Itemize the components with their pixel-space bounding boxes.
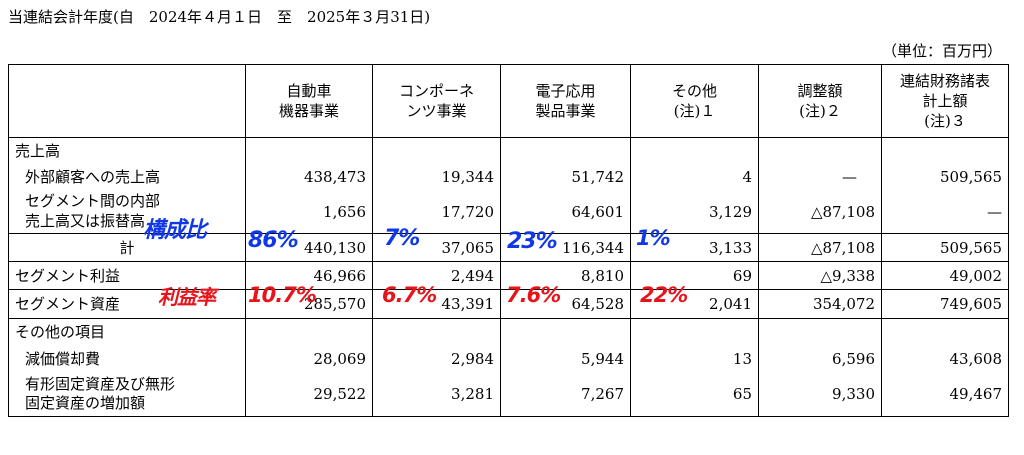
cell-value: △87,108 — [758, 189, 882, 234]
table-row: セグメント間の内部 売上高又は振替高 1,656 17,720 64,601 3… — [8, 189, 1009, 234]
cell-value: 17,720 — [372, 189, 501, 234]
other-header-label: その他の項目 — [8, 318, 246, 345]
row-label: 計 — [8, 233, 246, 262]
table-row: 外部顧客への売上高 438,473 19,344 51,742 4 — 509,… — [8, 163, 1009, 190]
cell-value: 9,330 — [758, 372, 882, 417]
header-other: その他 (注)１ — [630, 64, 759, 138]
cell-value: 65 — [630, 372, 759, 417]
handwritten-margin-electronics: 7.6% — [506, 283, 561, 307]
handwritten-composition-components: 7% — [384, 226, 420, 251]
header-adjustment: 調整額 (注)２ — [758, 64, 882, 138]
other-header-row: その他の項目 — [8, 318, 1009, 345]
header-line: 調整額 — [797, 82, 843, 100]
cell-value: 1,656 — [245, 189, 373, 234]
cell-value: 37,065 — [372, 233, 501, 262]
cell-value: 7,267 — [500, 372, 631, 417]
row-label-line1: 有形固定資産及び無形 — [25, 375, 176, 394]
header-row: 自動車機器事業 コンポーネンツ事業 電子応用製品事業 その他 (注)１ 調整額 (注… — [8, 64, 1009, 138]
cell-value: 440,130 — [245, 233, 373, 262]
row-label: セグメント間の内部 売上高又は振替高 — [8, 189, 246, 234]
cell-value: 43,391 — [372, 289, 501, 319]
header-line: ンツ事業 — [406, 102, 467, 120]
period-title: 当連結会計年度(自 2024年４月１日 至 2025年３月31日) — [8, 8, 431, 26]
cell-value: 28,069 — [245, 344, 373, 373]
row-label: 減価償却費 — [8, 344, 246, 373]
cell-value: 46,966 — [245, 261, 373, 290]
handwritten-composition-other: 1% — [636, 226, 671, 250]
cell-value: 438,473 — [245, 163, 373, 190]
cell-value: △9,338 — [758, 261, 882, 290]
cell-value: 13 — [630, 344, 759, 373]
header-line: 連結財務諸表 — [899, 72, 990, 90]
row-label-line1: セグメント間の内部 — [25, 192, 161, 211]
cell-value: 43,608 — [881, 344, 1009, 373]
header-line: コンポーネ — [398, 82, 474, 100]
cell-value: 354,072 — [758, 289, 882, 319]
cell-value: 5,944 — [500, 344, 631, 373]
cell-value: 29,522 — [245, 372, 373, 417]
segment-table: 自動車機器事業 コンポーネンツ事業 電子応用製品事業 その他 (注)１ 調整額 (注… — [8, 64, 1009, 417]
header-line: その他 — [671, 82, 717, 100]
row-label-line2: 売上高又は振替高 — [25, 212, 146, 231]
cell-value: 2,494 — [372, 261, 501, 290]
header-consolidated: 連結財務諸表 計上額 (注)３ — [881, 64, 1009, 138]
sales-header-row: 売上高 — [8, 137, 1009, 164]
cell-value: — — [758, 163, 882, 190]
cell-value: 3,281 — [372, 372, 501, 417]
handwritten-margin-other: 22% — [640, 283, 688, 307]
handwritten-composition-electronics: 23% — [507, 229, 558, 254]
table-row: 有形固定資産及び無形 固定資産の増加額 29,522 3,281 7,267 6… — [8, 372, 1009, 417]
profit-row: セグメント利益 46,966 2,494 8,810 69 △9,338 49,… — [8, 261, 1009, 290]
header-line: 機器事業 — [278, 102, 339, 120]
cell-value: 19,344 — [372, 163, 501, 190]
header-line: (注)１ — [673, 102, 716, 120]
header-blank — [8, 64, 246, 138]
unit-label: （単位：百万円） — [881, 42, 1002, 60]
header-line: 計上額 — [922, 92, 968, 110]
handwritten-composition-automotive: 86% — [248, 228, 299, 253]
header-components: コンポーネ ンツ事業 — [372, 64, 501, 138]
cell-value: 49,002 — [881, 261, 1009, 290]
handwritten-margin-automotive: 10.7% — [248, 283, 317, 307]
cell-value: 2,041 — [630, 289, 759, 319]
header-line: (注)３ — [924, 112, 966, 130]
header-line: 電子応用 — [535, 82, 596, 100]
header-automotive: 自動車 機器事業 — [245, 64, 373, 138]
total-row: 計 440,130 37,065 116,344 3,133 △87,108 5… — [8, 233, 1009, 262]
cell-value: 4 — [630, 163, 759, 190]
row-label: 外部顧客への売上高 — [8, 163, 246, 190]
cell-value: △87,108 — [758, 233, 882, 262]
cell-value: 285,570 — [245, 289, 373, 319]
cell-value: 2,984 — [372, 344, 501, 373]
handwritten-composition-label: 構成比 — [143, 218, 207, 243]
handwritten-margin-components: 6.7% — [382, 283, 437, 307]
cell-value: — — [881, 189, 1009, 234]
cell-value: 509,565 — [881, 233, 1009, 262]
cell-value: 51,742 — [500, 163, 631, 190]
cell-value: 3,133 — [630, 233, 759, 262]
header-line: 製品事業 — [535, 102, 596, 120]
sales-header-label: 売上高 — [8, 137, 246, 164]
table-row: 減価償却費 28,069 2,984 5,944 13 6,596 43,608 — [8, 344, 1009, 373]
header-line: 自動車 — [286, 82, 332, 100]
cell-value: 69 — [630, 261, 759, 290]
row-label-line2: 固定資産の増加額 — [25, 394, 146, 413]
row-label: セグメント利益 — [8, 261, 246, 290]
cell-value: 509,565 — [881, 163, 1009, 190]
cell-value: 116,344 — [500, 233, 631, 262]
cell-value: 749,605 — [881, 289, 1009, 319]
assets-row: セグメント資産 285,570 43,391 64,528 2,041 354,… — [8, 289, 1009, 319]
cell-value: 49,467 — [881, 372, 1009, 417]
row-label: セグメント資産 — [8, 289, 246, 319]
header-line: (注)２ — [799, 102, 841, 120]
handwritten-margin-label: 利益率 — [158, 285, 216, 309]
cell-value: 6,596 — [758, 344, 882, 373]
header-electronics: 電子応用 製品事業 — [500, 64, 631, 138]
row-label: 有形固定資産及び無形 固定資産の増加額 — [8, 372, 246, 417]
cell-value: 64,601 — [500, 189, 631, 234]
